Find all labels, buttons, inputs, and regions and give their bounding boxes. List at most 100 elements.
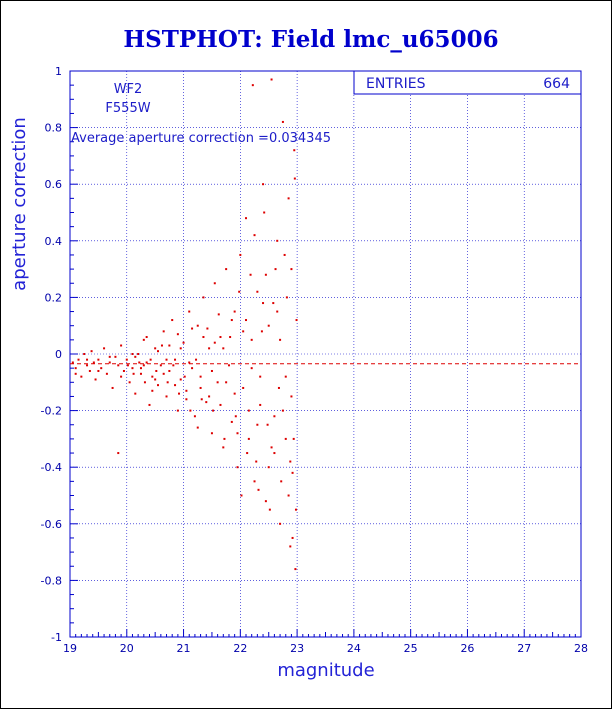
data-point bbox=[287, 494, 290, 497]
x-tick-label: 26 bbox=[460, 642, 474, 655]
chart-title: HSTPHOT: Field lmc_u65006 bbox=[123, 26, 498, 53]
data-point bbox=[139, 372, 142, 375]
data-point bbox=[291, 471, 294, 474]
y-axis-ticks: -1 -0.8 -0.6 -0.4 -0.2 0 0.2 0.4 0.6 0.8 1 bbox=[41, 65, 78, 644]
data-point bbox=[151, 389, 154, 392]
data-point bbox=[176, 409, 179, 412]
data-point bbox=[193, 415, 196, 418]
data-point bbox=[151, 375, 154, 378]
data-point bbox=[291, 536, 294, 539]
data-point bbox=[279, 522, 282, 525]
data-point bbox=[256, 290, 259, 293]
data-point bbox=[245, 319, 248, 322]
data-point bbox=[202, 296, 205, 299]
data-point bbox=[230, 319, 233, 322]
data-point bbox=[253, 480, 256, 483]
average-annotation: Average aperture correction =0.034345 bbox=[71, 131, 331, 146]
data-point bbox=[270, 446, 273, 449]
data-point bbox=[188, 361, 191, 364]
data-point bbox=[128, 381, 131, 384]
x-axis-label: magnitude bbox=[277, 660, 374, 681]
data-point bbox=[131, 367, 134, 370]
data-point bbox=[142, 364, 145, 367]
data-point bbox=[262, 183, 265, 186]
data-point bbox=[273, 415, 276, 418]
data-point bbox=[223, 437, 226, 440]
data-point bbox=[222, 446, 225, 449]
data-point bbox=[267, 324, 270, 327]
data-point bbox=[176, 333, 179, 336]
data-point bbox=[290, 395, 293, 398]
data-point bbox=[74, 372, 77, 375]
data-point bbox=[154, 347, 157, 350]
data-point bbox=[205, 401, 208, 404]
data-point bbox=[137, 353, 140, 355]
data-point bbox=[267, 466, 270, 469]
data-point bbox=[276, 239, 279, 242]
y-tick-label: -0.8 bbox=[41, 574, 62, 587]
data-point bbox=[108, 355, 111, 358]
y-tick-label: -0.6 bbox=[41, 518, 62, 531]
x-tick-label: 24 bbox=[347, 642, 361, 655]
data-point bbox=[279, 338, 282, 341]
data-point bbox=[289, 545, 292, 548]
data-point bbox=[259, 403, 262, 406]
data-point bbox=[83, 353, 86, 355]
data-point bbox=[233, 310, 236, 313]
data-point bbox=[195, 358, 198, 361]
data-point bbox=[185, 389, 188, 392]
data-point bbox=[154, 378, 157, 381]
data-point bbox=[293, 149, 296, 152]
data-point bbox=[88, 369, 91, 372]
data-point bbox=[185, 398, 188, 401]
data-point bbox=[134, 392, 137, 395]
data-point bbox=[120, 344, 123, 347]
data-point bbox=[80, 375, 83, 378]
data-point bbox=[294, 568, 297, 571]
data-point bbox=[191, 327, 194, 330]
data-point bbox=[142, 338, 145, 341]
data-point bbox=[149, 358, 152, 361]
data-point bbox=[249, 273, 252, 276]
data-point bbox=[262, 302, 265, 305]
data-point bbox=[238, 290, 241, 293]
data-point bbox=[174, 384, 177, 387]
data-point bbox=[246, 452, 249, 455]
data-point bbox=[71, 361, 74, 364]
data-point bbox=[171, 319, 174, 322]
data-point bbox=[120, 375, 123, 378]
data-point bbox=[189, 409, 192, 412]
data-point bbox=[157, 384, 160, 387]
data-point bbox=[255, 460, 258, 463]
data-point bbox=[260, 330, 263, 333]
data-point bbox=[272, 302, 275, 305]
y-tick-label: 0.4 bbox=[45, 235, 63, 248]
data-point bbox=[126, 364, 129, 367]
data-point bbox=[284, 375, 287, 378]
x-tick-label: 23 bbox=[290, 642, 304, 655]
data-point bbox=[114, 355, 117, 358]
data-point bbox=[157, 350, 160, 353]
data-points bbox=[71, 78, 298, 571]
data-point bbox=[250, 338, 253, 341]
data-point bbox=[148, 403, 151, 406]
data-point bbox=[251, 84, 254, 87]
data-point bbox=[103, 347, 106, 350]
y-tick-label: -1 bbox=[51, 631, 62, 644]
data-point bbox=[219, 336, 222, 339]
data-point bbox=[266, 423, 269, 426]
data-point bbox=[117, 452, 120, 455]
data-point bbox=[196, 324, 199, 327]
data-point bbox=[74, 367, 77, 370]
data-point bbox=[264, 273, 267, 276]
data-point bbox=[139, 367, 142, 370]
y-tick-label: 0.6 bbox=[45, 178, 63, 191]
data-point bbox=[138, 361, 141, 364]
data-point bbox=[86, 358, 89, 361]
data-point bbox=[117, 364, 120, 367]
data-point bbox=[97, 369, 100, 372]
data-point bbox=[122, 369, 125, 372]
data-point bbox=[257, 488, 260, 491]
data-point bbox=[256, 423, 259, 426]
